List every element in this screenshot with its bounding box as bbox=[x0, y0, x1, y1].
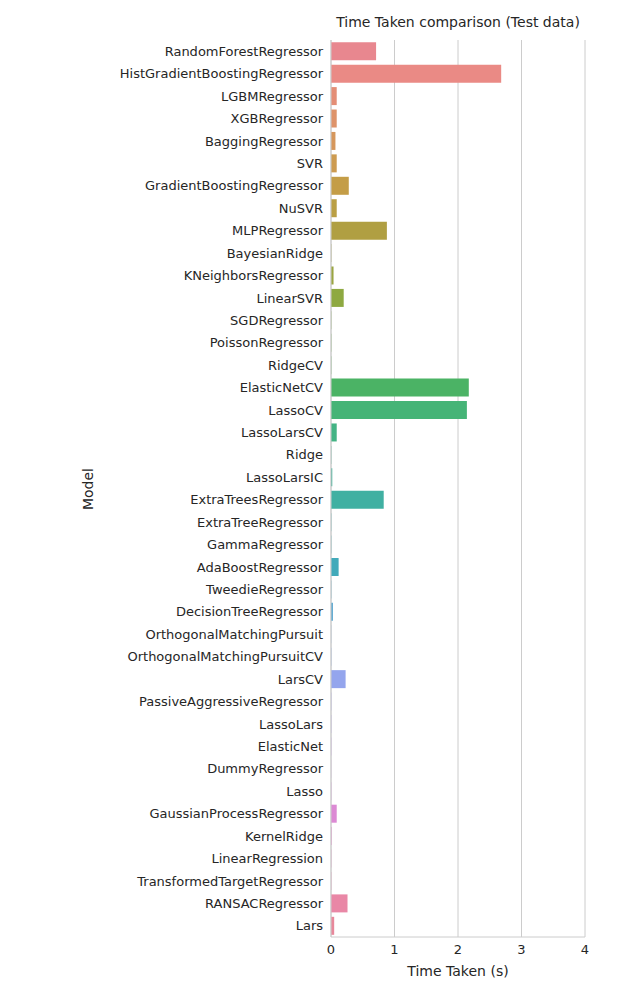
svg-text:LassoLars: LassoLars bbox=[259, 717, 323, 732]
svg-text:LassoLarsCV: LassoLarsCV bbox=[241, 425, 323, 440]
svg-text:LinearSVR: LinearSVR bbox=[256, 291, 323, 306]
svg-text:LassoCV: LassoCV bbox=[268, 403, 323, 418]
svg-text:PoissonRegressor: PoissonRegressor bbox=[210, 335, 324, 350]
svg-text:HistGradientBoostingRegressor: HistGradientBoostingRegressor bbox=[120, 66, 324, 81]
svg-text:Lars: Lars bbox=[296, 918, 324, 933]
svg-text:SGDRegressor: SGDRegressor bbox=[230, 313, 324, 328]
svg-text:OrthogonalMatchingPursuitCV: OrthogonalMatchingPursuitCV bbox=[127, 649, 323, 664]
svg-text:RANSACRegressor: RANSACRegressor bbox=[205, 896, 324, 911]
svg-text:3: 3 bbox=[517, 942, 525, 957]
svg-text:GaussianProcessRegressor: GaussianProcessRegressor bbox=[149, 806, 323, 821]
svg-text:LinearRegression: LinearRegression bbox=[211, 851, 323, 866]
svg-text:TweedieRegressor: TweedieRegressor bbox=[205, 582, 324, 597]
svg-text:MLPRegressor: MLPRegressor bbox=[232, 223, 324, 238]
svg-text:ElasticNetCV: ElasticNetCV bbox=[240, 380, 323, 395]
svg-text:PassiveAggressiveRegressor: PassiveAggressiveRegressor bbox=[139, 694, 324, 709]
html-text:Model: Model bbox=[80, 467, 96, 510]
svg-text:1: 1 bbox=[390, 942, 398, 957]
svg-text:TransformedTargetRegressor: TransformedTargetRegressor bbox=[136, 874, 323, 889]
svg-text:KNeighborsRegressor: KNeighborsRegressor bbox=[184, 268, 324, 283]
svg-text:4: 4 bbox=[581, 942, 589, 957]
svg-text:2: 2 bbox=[454, 942, 462, 957]
svg-text:ExtraTreesRegressor: ExtraTreesRegressor bbox=[190, 492, 323, 507]
svg-text:LarsCV: LarsCV bbox=[278, 672, 323, 687]
svg-text:OrthogonalMatchingPursuit: OrthogonalMatchingPursuit bbox=[145, 627, 323, 642]
svg-text:0: 0 bbox=[327, 942, 335, 957]
html-text:Time Taken comparison (Test da: Time Taken comparison (Test data) bbox=[336, 14, 580, 30]
svg-text:Ridge: Ridge bbox=[286, 447, 323, 462]
svg-text:DummyRegressor: DummyRegressor bbox=[207, 761, 324, 776]
svg-text:KernelRidge: KernelRidge bbox=[245, 829, 323, 844]
svg-text:NuSVR: NuSVR bbox=[279, 201, 323, 216]
svg-text:ElasticNet: ElasticNet bbox=[258, 739, 323, 754]
svg-text:ExtraTreeRegressor: ExtraTreeRegressor bbox=[197, 515, 324, 530]
svg-text:BayesianRidge: BayesianRidge bbox=[227, 246, 323, 261]
svg-text:AdaBoostRegressor: AdaBoostRegressor bbox=[197, 560, 324, 575]
html-text:Time Taken (s): Time Taken (s) bbox=[407, 963, 509, 979]
svg-text:GradientBoostingRegressor: GradientBoostingRegressor bbox=[145, 178, 324, 193]
svg-text:SVR: SVR bbox=[297, 156, 323, 171]
svg-text:LassoLarsIC: LassoLarsIC bbox=[246, 470, 323, 485]
svg-text:XGBRegressor: XGBRegressor bbox=[231, 111, 324, 126]
svg-text:RidgeCV: RidgeCV bbox=[268, 358, 323, 373]
svg-text:Lasso: Lasso bbox=[286, 784, 323, 799]
svg-text:RandomForestRegressor: RandomForestRegressor bbox=[165, 44, 324, 59]
svg-text:LGBMRegressor: LGBMRegressor bbox=[221, 89, 324, 104]
svg-text:DecisionTreeRegressor: DecisionTreeRegressor bbox=[176, 604, 324, 619]
svg-text:BaggingRegressor: BaggingRegressor bbox=[205, 134, 324, 149]
svg-text:GammaRegressor: GammaRegressor bbox=[207, 537, 324, 552]
